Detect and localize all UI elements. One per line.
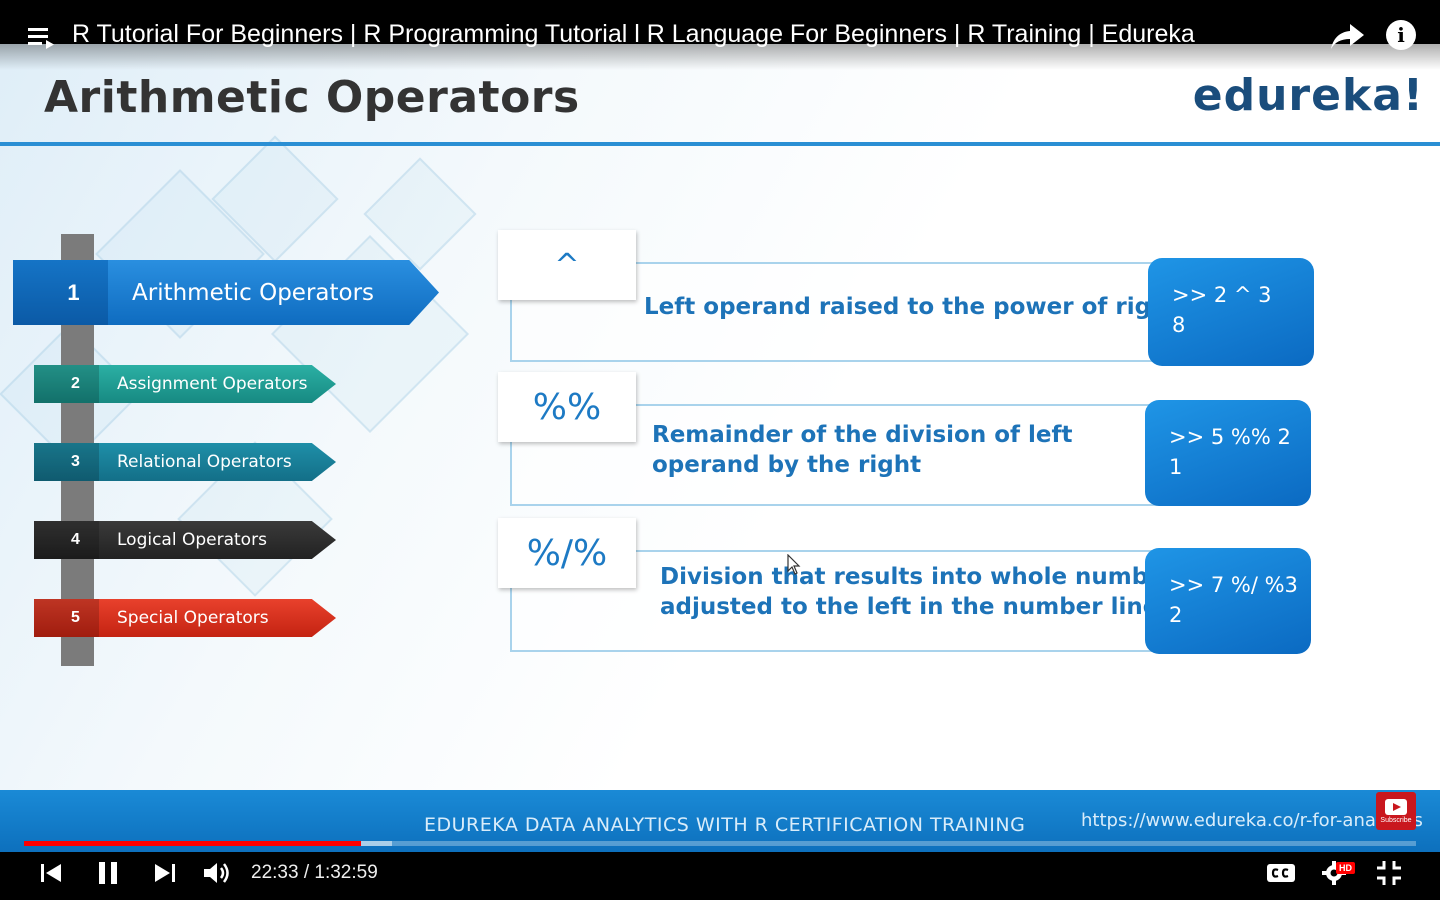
captions-icon	[1267, 864, 1295, 882]
progress-played	[24, 841, 362, 846]
share-icon[interactable]	[1330, 22, 1366, 50]
top-bar-gradient	[0, 0, 1440, 70]
previous-icon	[41, 864, 61, 882]
operator-symbol: ^	[498, 230, 636, 300]
menu-item-special: 5 Special Operators	[34, 599, 336, 637]
slide-title: Arithmetic Operators	[44, 72, 580, 123]
menu-item-logical: 4 Logical Operators	[34, 521, 336, 559]
menu-item-label: Assignment Operators	[117, 374, 308, 394]
menu-item-number: 2	[34, 365, 99, 403]
video-frame[interactable]: Arithmetic Operators edureka! 1 Arithmet…	[0, 44, 1440, 852]
youtube-play-icon	[1385, 798, 1407, 815]
player-controls	[0, 852, 1440, 900]
hd-badge: HD	[1336, 862, 1355, 874]
menu-item-number: 3	[34, 443, 99, 481]
description-line: adjusted to the left in the number line	[660, 594, 1159, 620]
description-line: operand by the right	[652, 452, 922, 478]
exit-fullscreen-button[interactable]	[1376, 860, 1402, 886]
example-input: >> 5 %% 2	[1169, 425, 1291, 449]
volume-icon	[204, 863, 229, 883]
operator-symbol: %/%	[498, 518, 636, 588]
menu-item-number: 1	[13, 260, 108, 325]
menu-item-label: Logical Operators	[117, 530, 267, 550]
menu-item-arithmetic: 1 Arithmetic Operators	[13, 260, 439, 325]
previous-button[interactable]	[38, 860, 64, 886]
example-output: 8	[1172, 313, 1186, 337]
operator-row-integer-division: %/% Division that results into whole num…	[498, 518, 1318, 658]
next-icon	[155, 864, 175, 882]
progress-bar[interactable]	[24, 841, 1416, 846]
video-title[interactable]: R Tutorial For Beginners | R Programming…	[72, 20, 1195, 48]
menu-item-relational: 3 Relational Operators	[34, 443, 336, 481]
banner-url: https://www.edureka.co/r-for-analytics	[1081, 810, 1423, 831]
subscribe-button[interactable]: Subscribe	[1376, 792, 1416, 830]
operator-description: Left operand raised to the power of righ…	[644, 294, 1179, 320]
operator-row-modulo: %% Remainder of the division of left ope…	[498, 372, 1318, 512]
banner-text: EDUREKA DATA ANALYTICS WITH R CERTIFICAT…	[424, 814, 1026, 836]
operator-example: >> 7 %/ %3 2	[1145, 548, 1311, 654]
description-line: Remainder of the division of left	[652, 422, 1073, 448]
title-divider	[0, 142, 1440, 146]
operator-row-power: ^ Left operand raised to the power of ri…	[498, 230, 1318, 370]
playlist-icon[interactable]	[28, 26, 56, 50]
menu-item-label: Arithmetic Operators	[132, 279, 375, 306]
edureka-logo: edureka!	[1192, 70, 1424, 121]
operator-description: Division that results into whole number …	[660, 562, 1175, 622]
menu-item-label: Special Operators	[117, 608, 269, 628]
volume-button[interactable]	[202, 860, 234, 886]
operator-example: >> 5 %% 2 1	[1145, 400, 1311, 506]
exit-fullscreen-icon	[1377, 861, 1401, 885]
menu-item-assignment: 2 Assignment Operators	[34, 365, 336, 403]
mouse-cursor-icon	[787, 554, 801, 575]
time-display: 22:33 / 1:32:59	[251, 862, 378, 883]
operator-description: Remainder of the division of left operan…	[652, 420, 1073, 480]
menu-item-label: Relational Operators	[117, 452, 292, 472]
captions-button[interactable]	[1266, 860, 1296, 886]
example-output: 2	[1169, 603, 1183, 627]
menu-item-number: 5	[34, 599, 99, 637]
description-line: Division that results into whole number	[660, 564, 1176, 590]
info-icon[interactable]: i	[1386, 20, 1416, 50]
operator-symbol: %%	[498, 372, 636, 442]
example-input: >> 2 ^ 3	[1172, 283, 1272, 307]
example-output: 1	[1169, 455, 1183, 479]
next-button[interactable]	[152, 860, 178, 886]
subscribe-label: Subscribe	[1380, 816, 1412, 824]
operator-example: >> 2 ^ 3 8	[1148, 258, 1314, 366]
menu-item-number: 4	[34, 521, 99, 559]
example-input: >> 7 %/ %3	[1169, 573, 1298, 597]
pause-icon	[99, 862, 117, 884]
pause-button[interactable]	[94, 860, 122, 886]
